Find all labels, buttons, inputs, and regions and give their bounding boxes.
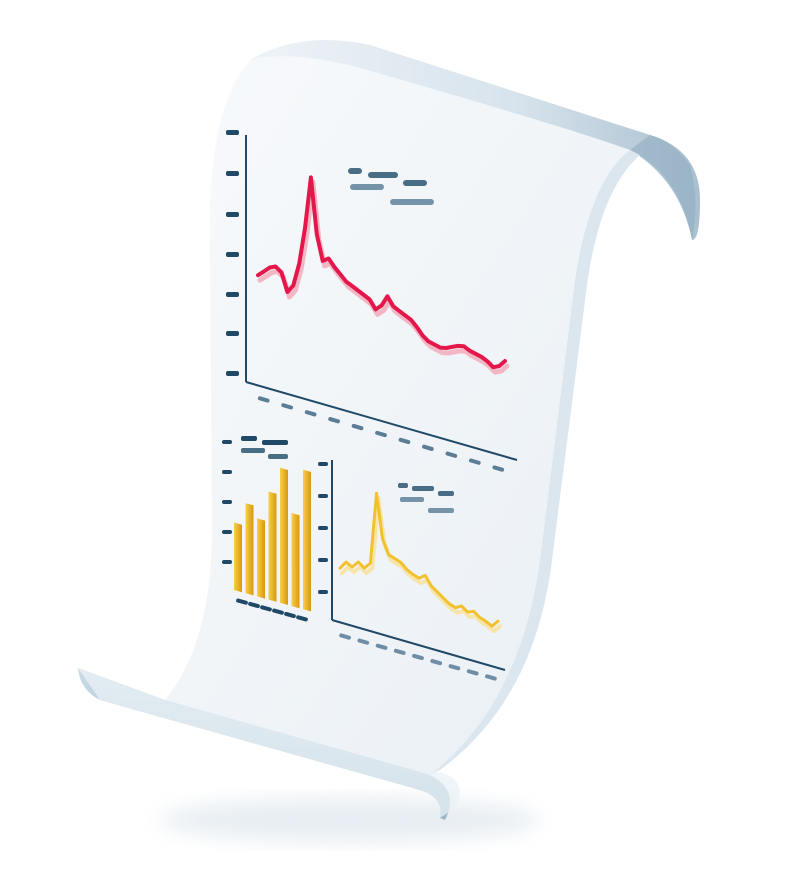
- bar-6: [303, 469, 311, 612]
- bar-x-tick-3: [272, 608, 284, 615]
- small-x-tick-1: [357, 638, 370, 645]
- main-chart-x-ticks: [257, 396, 505, 472]
- main-x-tick-9: [468, 458, 481, 465]
- main-chart-legend-placeholder: [348, 168, 434, 205]
- small-chart-x-ticks: [339, 633, 497, 681]
- main-x-tick-5: [375, 430, 387, 438]
- main-x-tick-3: [328, 417, 340, 424]
- main-line-series: [256, 175, 507, 370]
- bar-chart-legend-placeholder: [241, 436, 288, 459]
- bar-chart-y-ticks: [222, 440, 232, 564]
- bar-chart: [222, 436, 311, 622]
- small-x-tick-4: [412, 653, 424, 661]
- small-x-tick-3: [393, 648, 406, 655]
- main-x-tick-0: [257, 396, 270, 403]
- small-x-tick-6: [448, 664, 461, 671]
- main-x-tick-10: [492, 465, 505, 472]
- small-chart-y-ticks: [318, 462, 328, 594]
- main-x-tick-6: [398, 437, 411, 445]
- bar-1: [245, 503, 254, 596]
- bar-x-tick-5: [296, 615, 308, 622]
- main-x-tick-7: [422, 444, 434, 451]
- small-chart-x-axis: [331, 619, 506, 671]
- main-x-tick-1: [281, 403, 294, 410]
- bar-x-tick-0: [236, 598, 248, 605]
- small-x-tick-5: [430, 659, 443, 666]
- small-x-tick-2: [375, 643, 388, 650]
- bar-x-tick-1: [248, 601, 260, 609]
- small-chart-legend-placeholder: [398, 483, 454, 513]
- main-x-tick-4: [351, 423, 364, 431]
- bar-chart-bars: [234, 467, 311, 612]
- main-line-shadow: [257, 179, 510, 375]
- main-x-tick-8: [445, 451, 458, 458]
- bar-x-tick-4: [284, 611, 296, 619]
- scroll-top-curl: [250, 40, 700, 240]
- bar-2: [257, 518, 265, 599]
- bar-chart-x-ticks: [236, 598, 308, 622]
- main-chart-x-axis: [245, 381, 518, 461]
- main-x-tick-2: [304, 410, 317, 417]
- ground-shadow: [160, 798, 540, 842]
- bar-4: [280, 467, 288, 605]
- small-x-tick-0: [339, 633, 351, 640]
- bar-x-tick-2: [260, 605, 272, 612]
- main-line-chart: [226, 130, 518, 472]
- small-x-tick-8: [485, 674, 497, 681]
- bar-0: [234, 522, 242, 593]
- main-chart-y-ticks: [226, 130, 239, 376]
- small-x-tick-7: [466, 669, 479, 676]
- small-line-chart: [318, 460, 506, 681]
- small-line-shadow: [340, 496, 502, 634]
- small-line-series: [338, 491, 500, 628]
- bar-3: [268, 491, 277, 602]
- bar-5: [291, 513, 300, 609]
